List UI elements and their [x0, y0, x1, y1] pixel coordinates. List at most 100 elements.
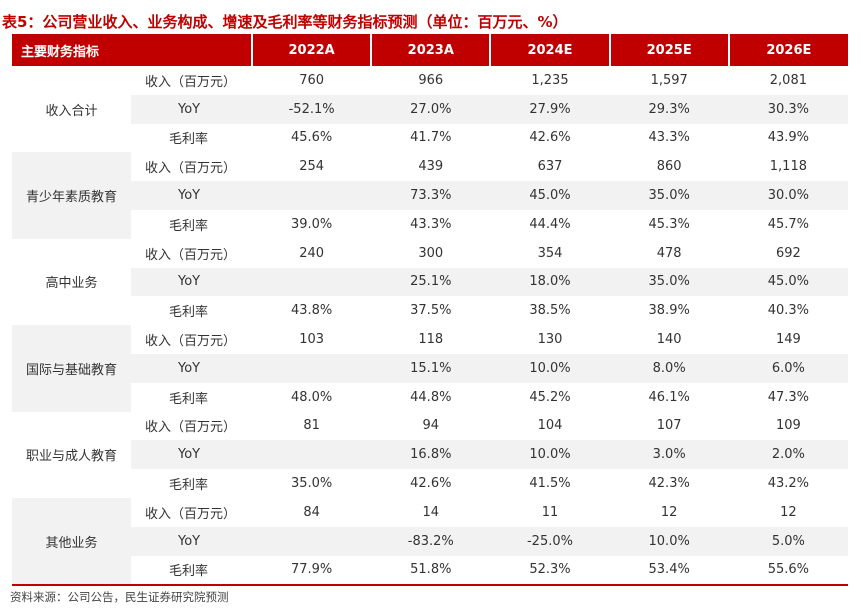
metric-label: 毛利率: [169, 478, 209, 494]
table-row: 毛利率 48.0% 44.8% 45.2% 46.1% 47.3%: [12, 383, 848, 412]
value-cell: 35.0%: [290, 476, 333, 492]
table-row: 毛利率 77.9% 51.8% 52.3% 53.4% 55.6%: [12, 555, 848, 587]
value-cell: 254: [299, 159, 325, 175]
value-cell: 240: [299, 245, 325, 261]
metric-label: YoY: [131, 526, 253, 556]
value-cell: 53.4%: [609, 555, 729, 587]
value-cell: 38.9%: [648, 303, 690, 319]
table-row: YoY 25.1% 18.0% 35.0% 45.0%: [12, 267, 848, 297]
value-cell: 45.2%: [529, 389, 571, 405]
value-cell: 10.0%: [490, 440, 610, 470]
value-cell: 1,235: [531, 72, 569, 88]
metric-label: YoY: [131, 353, 253, 383]
metric-label: YoY: [131, 181, 253, 210]
value-cell: 37.5%: [410, 303, 452, 319]
value-cell: 860: [656, 159, 682, 175]
value-cell: [252, 353, 372, 383]
value-cell: 130: [537, 332, 563, 348]
value-cell: 30.3%: [728, 94, 848, 124]
value-cell: [252, 526, 372, 556]
value-cell: 107: [656, 418, 682, 434]
year-header: 2026E: [728, 34, 848, 66]
table-row: 收入合计 收入（百万元） 760 966 1,235 1,597 2,081: [12, 66, 848, 153]
value-cell: 140: [656, 332, 682, 348]
metric-label: 毛利率: [169, 218, 209, 234]
table-title: 表5：公司营业收入、业务构成、增速及毛利率等财务指标预测（单位：百万元、%）: [2, 13, 568, 31]
table-row: YoY -83.2% -25.0% 10.0% 5.0%: [12, 526, 848, 556]
value-cell: 41.7%: [410, 130, 452, 146]
value-cell: 42.3%: [648, 476, 690, 492]
value-cell: 18.0%: [490, 267, 610, 297]
metric-label: YoY: [131, 94, 253, 124]
value-cell: -83.2%: [371, 526, 491, 556]
value-cell: 10.0%: [609, 526, 729, 556]
table-row: 毛利率 39.0% 43.3% 44.4% 45.3% 45.7%: [12, 210, 848, 239]
value-cell: 55.6%: [728, 555, 848, 587]
value-cell: 12: [780, 504, 797, 520]
table-body: 收入合计 收入（百万元） 760 966 1,235 1,597 2,081 YoY -52.1…: [12, 66, 848, 587]
value-cell: 354: [537, 245, 563, 261]
value-cell: 94: [422, 418, 440, 434]
value-cell: 84: [303, 504, 320, 520]
metric-label: 收入（百万元）: [145, 161, 237, 177]
value-cell: 48.0%: [290, 389, 333, 405]
metric-label: 毛利率: [169, 305, 209, 321]
value-cell: [252, 181, 372, 210]
value-cell: 81: [303, 418, 320, 434]
table-row: YoY 73.3% 45.0% 35.0% 30.0%: [12, 181, 848, 210]
value-cell: 6.0%: [728, 353, 848, 383]
value-cell: -25.0%: [490, 526, 610, 556]
value-cell: 45.6%: [290, 130, 333, 146]
section-label: 收入合计: [12, 66, 131, 153]
value-cell: 30.0%: [728, 181, 848, 210]
table-row: 毛利率 35.0% 42.6% 41.5% 42.3% 43.2%: [12, 469, 848, 498]
value-cell: 45.0%: [490, 181, 610, 210]
year-header: 2025E: [609, 34, 730, 66]
financial-forecast-table: 主要财务指标 2022A 2023A 2024E 2025E 2026E 收入合…: [12, 34, 848, 587]
value-cell: 14: [422, 504, 440, 520]
value-cell: 42.6%: [529, 130, 571, 146]
year-header: 2023A: [371, 34, 492, 66]
value-cell: 760: [299, 72, 325, 88]
value-cell: 10.0%: [490, 353, 610, 383]
metric-label: 毛利率: [169, 391, 209, 407]
value-cell: 16.8%: [371, 440, 491, 470]
table-row: 青少年素质教育 收入（百万元） 254 439 637 860 1,118: [12, 152, 848, 239]
value-cell: 40.3%: [767, 303, 810, 319]
value-cell: 439: [418, 159, 444, 175]
value-cell: 27.0%: [371, 94, 491, 124]
value-cell: 25.1%: [371, 267, 491, 297]
value-cell: 104: [537, 418, 563, 434]
table-row: 职业与成人教育 收入（百万元） 81 94 104 107 109: [12, 411, 848, 498]
metric-label: 收入（百万元）: [145, 247, 237, 263]
value-cell: 35.0%: [609, 267, 729, 297]
value-cell: 118: [418, 332, 444, 348]
value-cell: 2,081: [769, 72, 807, 88]
value-cell: 44.4%: [529, 216, 571, 232]
year-header: 2022A: [252, 34, 373, 66]
metric-label: 毛利率: [131, 555, 253, 587]
metric-label: 毛利率: [169, 132, 209, 148]
value-cell: 44.8%: [410, 389, 452, 405]
value-cell: 29.3%: [609, 94, 729, 124]
value-cell: 8.0%: [609, 353, 729, 383]
value-cell: 51.8%: [371, 555, 491, 587]
section-label: 青少年素质教育: [12, 152, 131, 239]
value-cell: 692: [775, 245, 801, 261]
value-cell: 103: [299, 332, 325, 348]
value-cell: 45.7%: [767, 216, 810, 232]
value-cell: 47.3%: [767, 389, 810, 405]
header-label: 主要财务指标: [12, 34, 254, 66]
value-cell: 43.2%: [767, 476, 810, 492]
value-cell: 73.3%: [371, 181, 491, 210]
value-cell: 2.0%: [728, 440, 848, 470]
value-cell: 3.0%: [609, 440, 729, 470]
value-cell: 45.3%: [648, 216, 690, 232]
section-label: 其他业务: [12, 497, 131, 587]
section-label: 高中业务: [12, 238, 131, 326]
value-cell: 27.9%: [490, 94, 610, 124]
table-row: YoY 15.1% 10.0% 8.0% 6.0%: [12, 353, 848, 383]
table-row: 其他业务 收入（百万元） 84 14 11 12 12: [12, 497, 848, 587]
value-cell: 12: [660, 504, 678, 520]
value-cell: 1,118: [769, 159, 807, 175]
